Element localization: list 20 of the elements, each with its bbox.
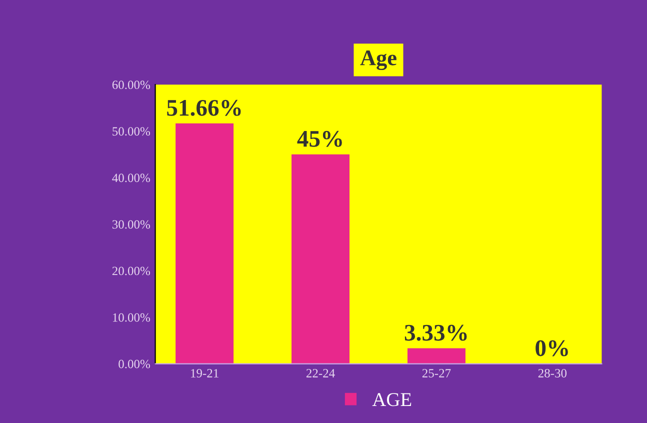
text: 3.33% [404, 324, 467, 341]
y-tick-label: 30.00% [112, 220, 150, 229]
y-tick-label: 50.00% [112, 127, 150, 136]
text: 45% [297, 130, 342, 147]
y-tick-label: 20.00% [112, 266, 150, 276]
x-tick-label: 28-30 [538, 369, 567, 378]
chart-title: Age [360, 50, 396, 70]
legend-label: AGE [372, 393, 412, 406]
y-tick-label: 0.00% [118, 360, 150, 368]
bar [176, 123, 234, 364]
y-tick-label: 60.00% [112, 80, 150, 90]
bar [407, 348, 466, 364]
text: 0% [536, 340, 568, 356]
x-tick-label: 19-21 [191, 369, 218, 378]
bar [292, 154, 350, 364]
text: 51.66% [167, 100, 241, 116]
x-tick-label: 25-27 [422, 369, 451, 378]
y-tick-label: 40.00% [112, 174, 150, 182]
x-tick-label: 22-24 [306, 369, 335, 378]
y-tick-label: 10.00% [112, 313, 150, 322]
